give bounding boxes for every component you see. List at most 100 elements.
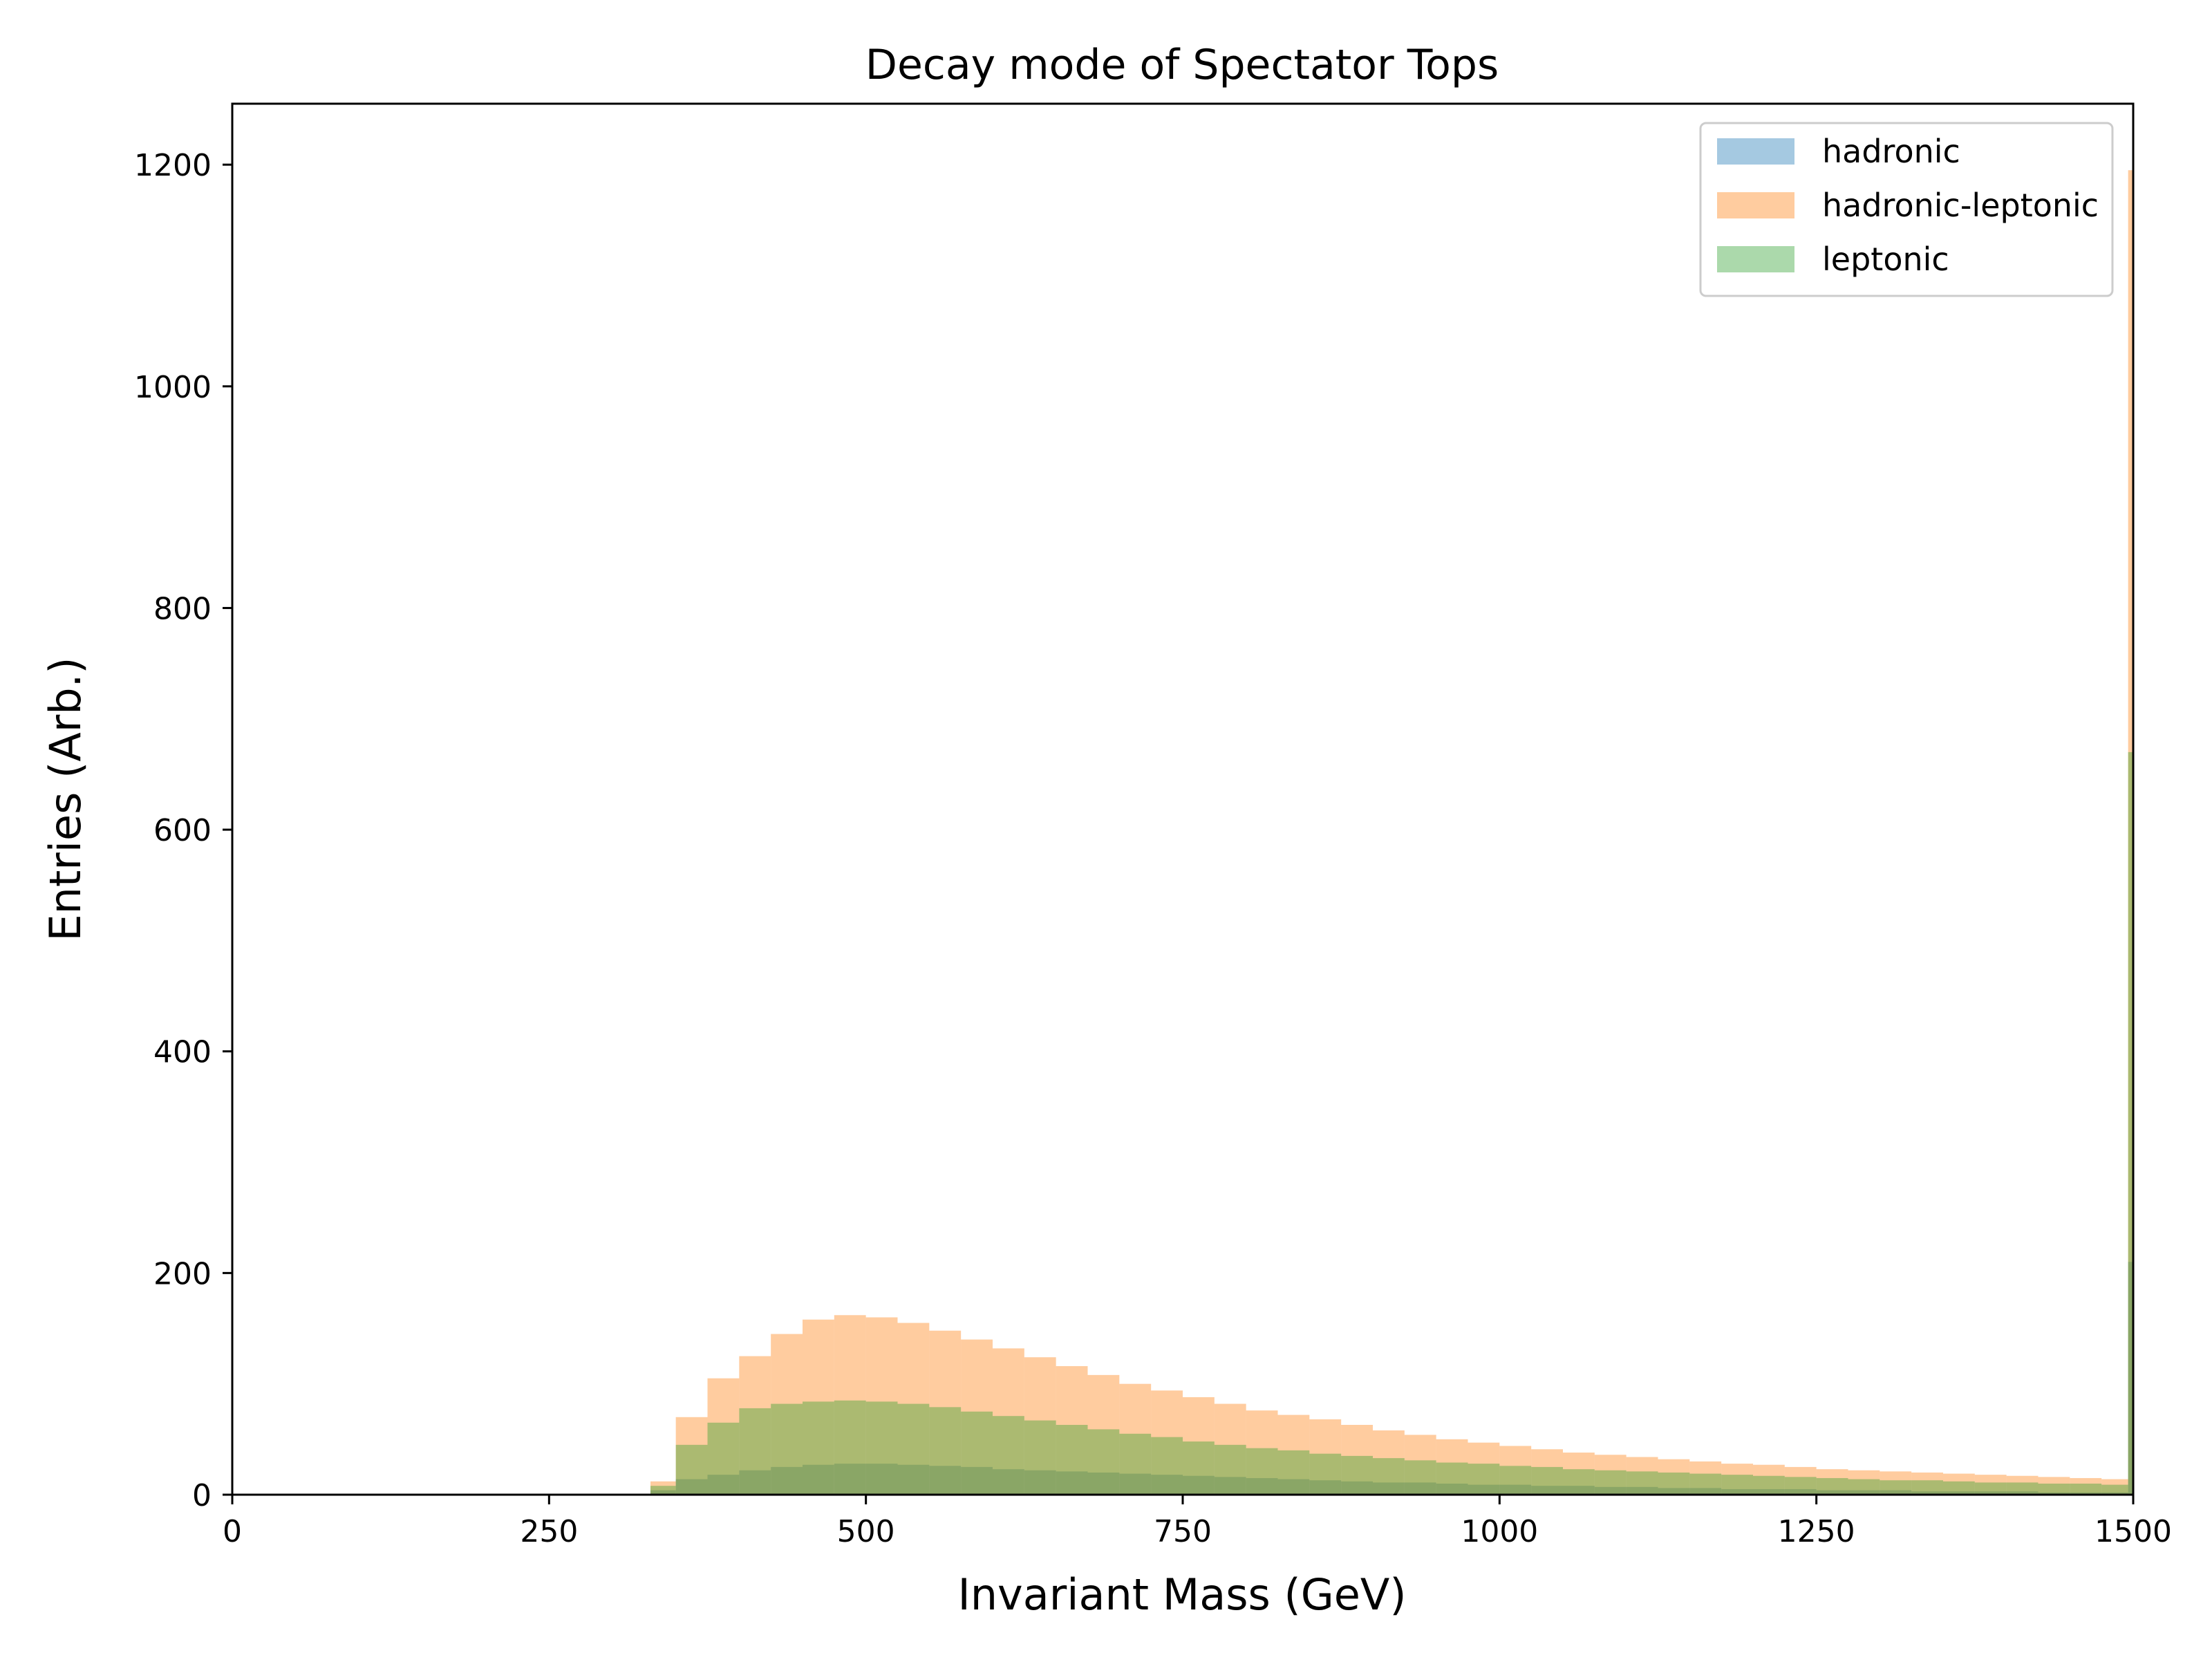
y-axis-ticks: 0 200 400 600 800 1000 1200 xyxy=(134,148,232,1513)
histogram-bar xyxy=(2006,1482,2038,1495)
legend-swatch-hadronic-leptonic xyxy=(1717,192,1794,218)
histogram-bar xyxy=(2128,751,2133,1495)
histogram-bar xyxy=(1119,1433,1152,1495)
histogram-bar xyxy=(897,1464,930,1495)
histogram-bar xyxy=(1784,1488,1817,1495)
y-tick-label: 0 xyxy=(192,1478,212,1513)
histogram-bar xyxy=(1183,1441,1215,1495)
histogram-bar xyxy=(1087,1472,1120,1495)
histogram-bar xyxy=(1056,1366,1088,1495)
y-tick-label: 1200 xyxy=(134,148,212,183)
histogram-bar xyxy=(707,1378,740,1495)
histogram-bar xyxy=(803,1401,834,1495)
histogram-bar xyxy=(2038,1477,2070,1495)
histogram-bar xyxy=(1436,1462,1468,1495)
histogram-bar xyxy=(803,1464,834,1495)
histogram-bar xyxy=(834,1464,866,1495)
histogram-bar xyxy=(1689,1473,1722,1495)
histogram-bar xyxy=(2101,1492,2128,1495)
histogram-bar xyxy=(1277,1450,1310,1495)
legend-label-hadronic: hadronic xyxy=(1822,133,1960,170)
histogram-bar xyxy=(1024,1470,1056,1495)
histogram-bar xyxy=(1594,1470,1627,1495)
y-tick-label: 600 xyxy=(153,813,212,848)
histogram-bar xyxy=(675,1417,708,1495)
histogram-bar xyxy=(2070,1477,2102,1495)
histogram-bar xyxy=(1119,1473,1152,1495)
histogram-bar xyxy=(739,1408,771,1495)
histogram-bar xyxy=(1277,1414,1310,1495)
y-tick-label: 800 xyxy=(153,591,212,626)
x-tick-label: 500 xyxy=(837,1514,895,1549)
histogram-bar xyxy=(1024,1357,1056,1495)
histogram-bar xyxy=(1151,1390,1183,1495)
histogram-bar xyxy=(1626,1471,1658,1495)
histogram-bar xyxy=(1436,1483,1468,1495)
histogram-bar xyxy=(1784,1477,1817,1495)
histogram-bar xyxy=(771,1334,803,1495)
histogram-bar xyxy=(707,1475,740,1495)
histogram-bar xyxy=(1468,1484,1500,1495)
histogram-bar xyxy=(650,1481,676,1495)
legend-box xyxy=(1699,122,2114,297)
histogram-bar xyxy=(650,1486,676,1495)
histogram-bar xyxy=(2101,1484,2128,1495)
histogram-bar xyxy=(1563,1469,1595,1495)
histogram-bar xyxy=(993,1416,1024,1495)
histogram-bar xyxy=(1309,1419,1342,1495)
histogram-bar xyxy=(2006,1475,2038,1495)
x-axis-ticks: 0 250 500 750 1000 1250 1500 xyxy=(223,1495,2172,1549)
series-hadronic-leptonic xyxy=(650,170,2133,1495)
legend-label-hadronic-leptonic: hadronic-leptonic xyxy=(1822,187,2099,224)
histogram-bar xyxy=(1341,1455,1373,1495)
series-hadronic xyxy=(650,1262,2133,1495)
chart-legend: hadronic hadronic-leptonic leptonic xyxy=(1699,122,2114,297)
histogram-bar xyxy=(1246,1448,1278,1495)
histogram-bar xyxy=(865,1317,898,1495)
histogram-bar xyxy=(1816,1469,1848,1495)
histogram-bar xyxy=(1943,1473,1975,1495)
histogram-bar xyxy=(993,1348,1024,1495)
x-tick-label: 1250 xyxy=(1778,1514,1855,1549)
histogram-bar xyxy=(1658,1459,1690,1495)
histogram-bar xyxy=(2070,1492,2102,1495)
histogram-bar xyxy=(1404,1435,1436,1495)
histogram-bar xyxy=(961,1339,993,1495)
x-tick-label: 250 xyxy=(520,1514,578,1549)
histogram-bar xyxy=(1468,1442,1500,1495)
histogram-bar xyxy=(1943,1491,1975,1495)
histogram-bar xyxy=(929,1466,962,1495)
histogram-bar xyxy=(1436,1439,1468,1495)
histogram-bar xyxy=(1341,1424,1373,1495)
histogram-bar xyxy=(1911,1472,1943,1495)
histogram-bar xyxy=(675,1479,708,1495)
legend-label-leptonic: leptonic xyxy=(1822,241,1949,278)
histogram-bar xyxy=(1087,1429,1120,1495)
y-tick-label: 400 xyxy=(153,1035,212,1070)
histogram-bar xyxy=(2101,1479,2128,1495)
histogram-bar xyxy=(1214,1444,1246,1495)
histogram-bar xyxy=(929,1407,962,1495)
histogram-bar xyxy=(1404,1482,1436,1495)
histogram-bar xyxy=(1183,1475,1215,1495)
histogram-bar xyxy=(1753,1488,1785,1495)
histogram-bar xyxy=(897,1403,930,1495)
histogram-bar xyxy=(1404,1460,1436,1495)
histogram-bar xyxy=(1689,1461,1722,1495)
histogram-bar xyxy=(1183,1397,1215,1495)
histogram-bar xyxy=(1848,1470,1880,1495)
histogram-bar xyxy=(1816,1490,1848,1495)
histogram-bar xyxy=(1784,1466,1817,1495)
histogram-bar xyxy=(1024,1420,1056,1495)
histogram-bar xyxy=(834,1400,866,1495)
histogram-bar xyxy=(1373,1430,1405,1495)
histogram-bar xyxy=(1753,1475,1785,1495)
histogram-bar xyxy=(2070,1483,2102,1495)
histogram-bar xyxy=(929,1330,962,1495)
histogram-bar xyxy=(1309,1480,1342,1495)
histogram-bar xyxy=(1911,1491,1943,1495)
histogram-bar xyxy=(1499,1484,1532,1495)
histogram-bar xyxy=(1753,1464,1785,1495)
